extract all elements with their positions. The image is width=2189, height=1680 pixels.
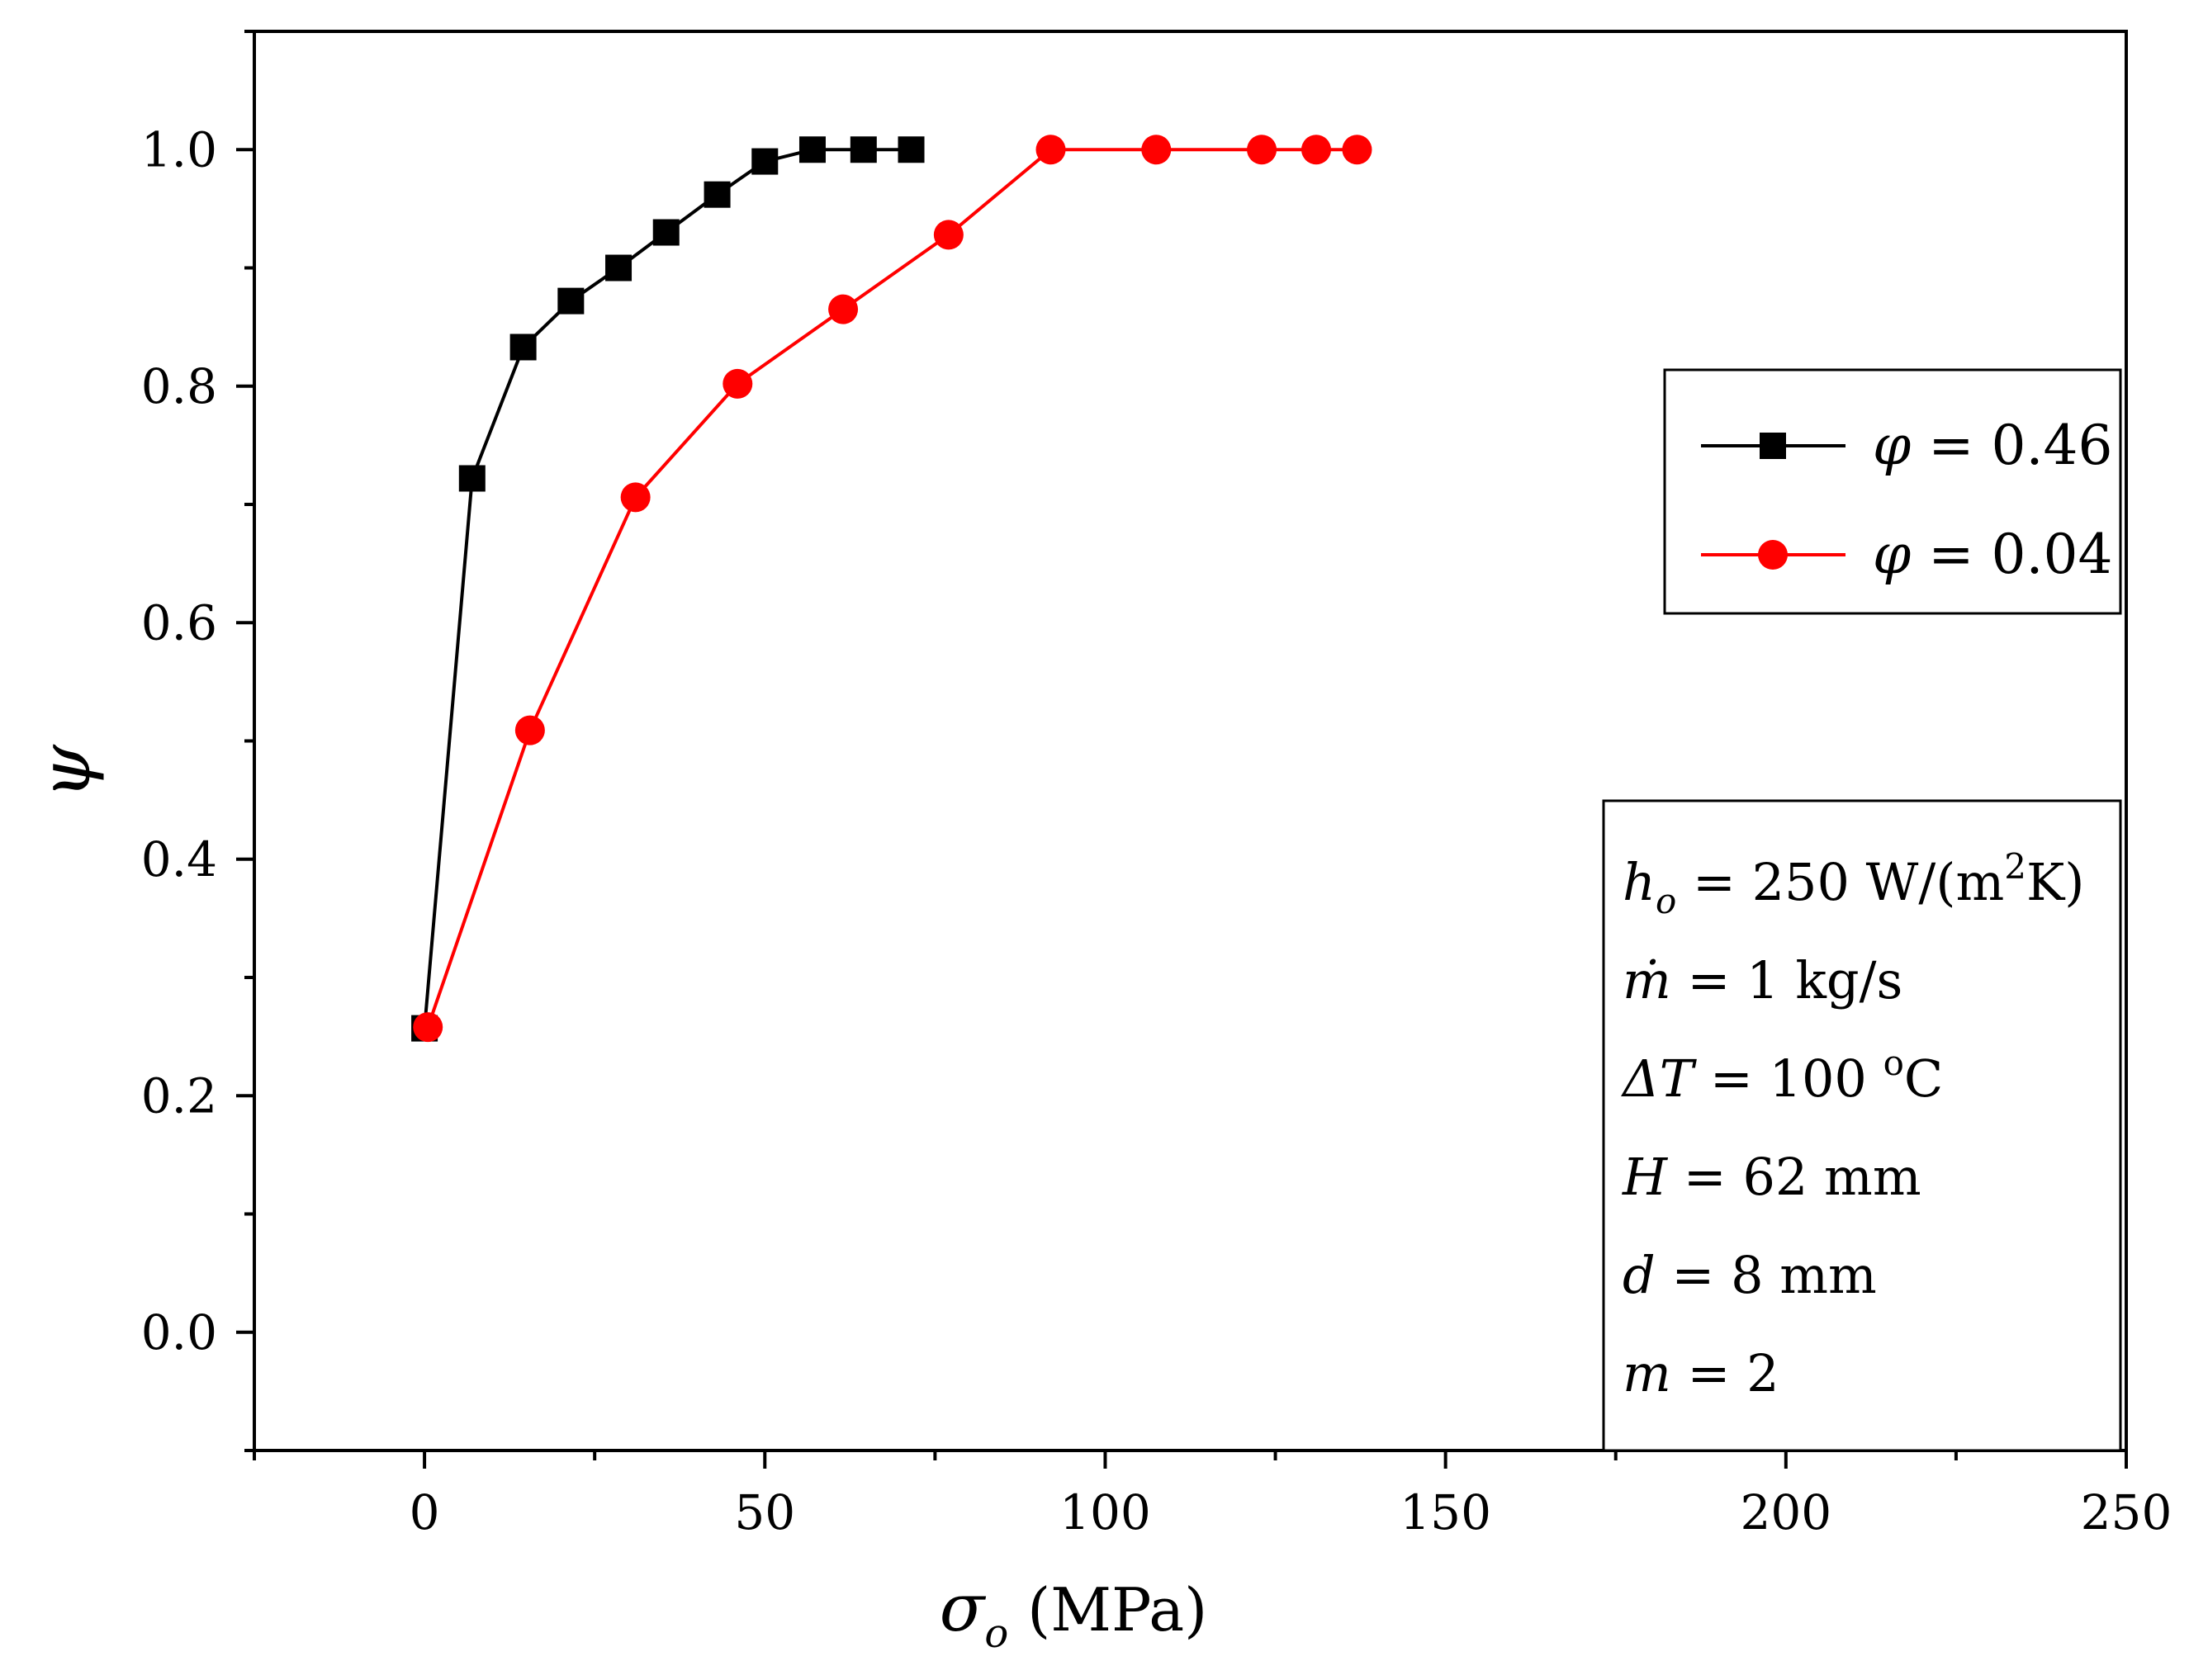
data-point (1141, 135, 1172, 165)
legend-marker (1760, 433, 1786, 459)
data-point (798, 136, 826, 163)
annotation-sup: 2 (2004, 846, 2026, 887)
series-line (426, 148, 1357, 1028)
data-point (828, 294, 859, 324)
annotation-box: ho = 250 W/(m2K)ṁ = 1 kg/sΔT = 100 oCH =… (1602, 799, 2122, 1452)
annotation-value: = 100 (1694, 1048, 1883, 1109)
x-axis-title: σo (MPa) (940, 1569, 1207, 1657)
annotation-var: m (1623, 1343, 1671, 1403)
annotation-line: ho = 250 W/(m2K) (1623, 846, 2085, 921)
axis-titles: σo (MPa) ψ (25, 744, 1207, 1657)
data-point (933, 220, 964, 250)
legend-label: φ = 0.04 (1873, 523, 2112, 586)
data-point (514, 715, 545, 745)
data-point (751, 148, 779, 175)
annotation-value: = 1 kg/s (1671, 950, 1902, 1010)
data-point (1035, 135, 1066, 165)
y-tick-label: 0.0 (141, 1304, 217, 1361)
series-layer (411, 135, 1372, 1043)
data-point (652, 219, 680, 246)
data-point (1247, 135, 1277, 165)
data-point (898, 136, 925, 163)
axes: 0 50 100 150 200 250 0.0 0.2 0.4 0.6 0.8 1.0 (141, 30, 2172, 1540)
annotation-value: = 2 (1671, 1343, 1779, 1403)
data-point (1342, 135, 1372, 165)
annotation-tail: K) (2026, 852, 2085, 912)
legend-symbol: φ (1873, 523, 1911, 586)
legend-value: = 0.04 (1911, 523, 2112, 586)
annotation-line: m = 2 (1623, 1343, 1779, 1403)
data-point (509, 334, 537, 361)
annotation-var: ΔT (1621, 1048, 1698, 1109)
x-axis-unit: (MPa) (1008, 1575, 1207, 1645)
x-axis-symbol: σ (940, 1569, 987, 1646)
annotation-frame (1602, 799, 2122, 1452)
x-axis-subscript: o (984, 1611, 1008, 1657)
x-tick-label: 250 (2081, 1484, 2172, 1540)
data-point (723, 368, 753, 399)
y-tick-label: 1.0 (141, 121, 217, 177)
legend-entry: φ = 0.04 (1701, 523, 2112, 586)
data-point (413, 1012, 443, 1043)
legend-box (1663, 368, 2122, 615)
annotation-tail: C (1904, 1048, 1943, 1109)
y-axis-title: ψ (25, 744, 106, 799)
x-tick-label: 0 (410, 1484, 440, 1540)
annotation-sup: o (1883, 1043, 1904, 1083)
data-point (620, 482, 651, 513)
annotation-var: d (1623, 1245, 1656, 1305)
x-tick-label: 150 (1400, 1484, 1491, 1540)
x-tick-label: 200 (1740, 1484, 1831, 1540)
annotation-value: = 8 mm (1656, 1245, 1877, 1305)
y-tick-label: 0.4 (141, 831, 217, 887)
legend-symbol: φ (1873, 414, 1911, 477)
annotation-line: ΔT = 100 oC (1621, 1043, 1943, 1109)
y-tick-label: 0.8 (141, 358, 217, 414)
data-point (458, 465, 486, 492)
y-tick-label: 0.2 (141, 1067, 217, 1124)
legend: φ = 0.46φ = 0.04 (1663, 368, 2122, 615)
legend-label: φ = 0.46 (1873, 414, 2112, 477)
legend-entry: φ = 0.46 (1701, 414, 2112, 477)
annotation-value: = 62 mm (1667, 1147, 1921, 1207)
annotation-sub: o (1656, 881, 1676, 921)
data-point (1301, 135, 1332, 165)
annotation-var: H (1622, 1147, 1669, 1207)
series-2 (413, 135, 1372, 1043)
x-tick-label: 100 (1059, 1484, 1151, 1540)
legend-value: = 0.46 (1911, 414, 2112, 477)
legend-marker (1758, 540, 1788, 570)
y-tick-label: 0.6 (141, 594, 217, 651)
data-point (704, 181, 731, 208)
x-tick-label: 50 (734, 1484, 795, 1540)
series-1 (411, 136, 925, 1042)
annotation-line: ṁ = 1 kg/s (1623, 950, 1902, 1010)
annotation-var: ṁ (1623, 950, 1671, 1010)
data-point (557, 287, 585, 315)
data-point (850, 136, 877, 163)
annotation-line: H = 62 mm (1622, 1147, 1921, 1207)
annotation-line: d = 8 mm (1623, 1245, 1877, 1305)
data-point (605, 254, 633, 282)
series-line (423, 148, 912, 1029)
annotation-value: = 250 W/(m (1676, 852, 2004, 912)
annotation-var: h (1623, 852, 1656, 912)
